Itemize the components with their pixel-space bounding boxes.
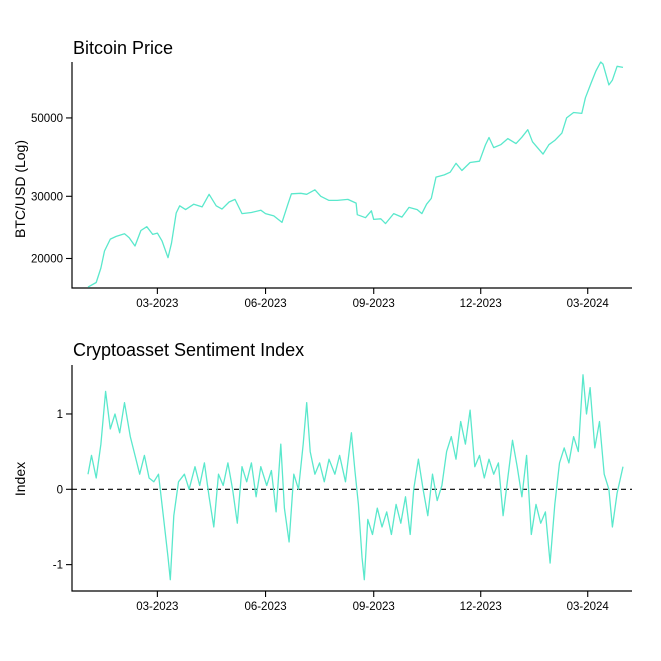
price-y-axis-label: BTC/USD (Log) [12, 140, 28, 238]
price-x-ticks: 03-2023 06-2023 09-2023 12-2023 03-2024 [136, 288, 609, 310]
sentiment-x-tick-label: 09-2023 [353, 601, 395, 613]
price-x-tick-label: 06-2023 [244, 298, 286, 310]
sentiment-y-axis-label: Index [12, 462, 28, 496]
sentiment-panel: Cryptoasset Sentiment Index Index -1 0 1 0… [12, 340, 632, 613]
price-panel: Bitcoin Price BTC/USD (Log) 20000 30000 50… [12, 38, 632, 310]
sentiment-y-ticks: -1 0 1 [53, 409, 72, 572]
sentiment-x-tick-label: 03-2023 [136, 601, 178, 613]
sentiment-x-tick-label: 03-2024 [567, 601, 610, 613]
price-x-tick-label: 03-2024 [567, 298, 610, 310]
sentiment-y-tick-label: -1 [53, 560, 63, 572]
sentiment-x-ticks: 03-2023 06-2023 09-2023 12-2023 03-2024 [136, 591, 609, 613]
price-y-tick-label: 30000 [31, 191, 63, 203]
sentiment-series-line [87, 374, 624, 581]
price-y-ticks: 20000 30000 50000 [31, 113, 72, 265]
price-x-tick-label: 03-2023 [136, 298, 178, 310]
price-y-tick-label: 50000 [31, 113, 63, 125]
sentiment-chart-title: Cryptoasset Sentiment Index [73, 340, 304, 360]
sentiment-x-tick-label: 12-2023 [460, 601, 502, 613]
price-axes [71, 62, 632, 289]
sentiment-y-tick-label: 0 [57, 484, 63, 496]
sentiment-y-tick-label: 1 [57, 409, 63, 421]
price-x-tick-label: 09-2023 [353, 298, 395, 310]
price-series-line [87, 61, 624, 288]
price-x-tick-label: 12-2023 [460, 298, 502, 310]
price-chart-title: Bitcoin Price [73, 38, 173, 58]
sentiment-x-tick-label: 06-2023 [244, 601, 286, 613]
price-y-tick-label: 20000 [31, 253, 63, 265]
sentiment-axes [71, 365, 632, 592]
